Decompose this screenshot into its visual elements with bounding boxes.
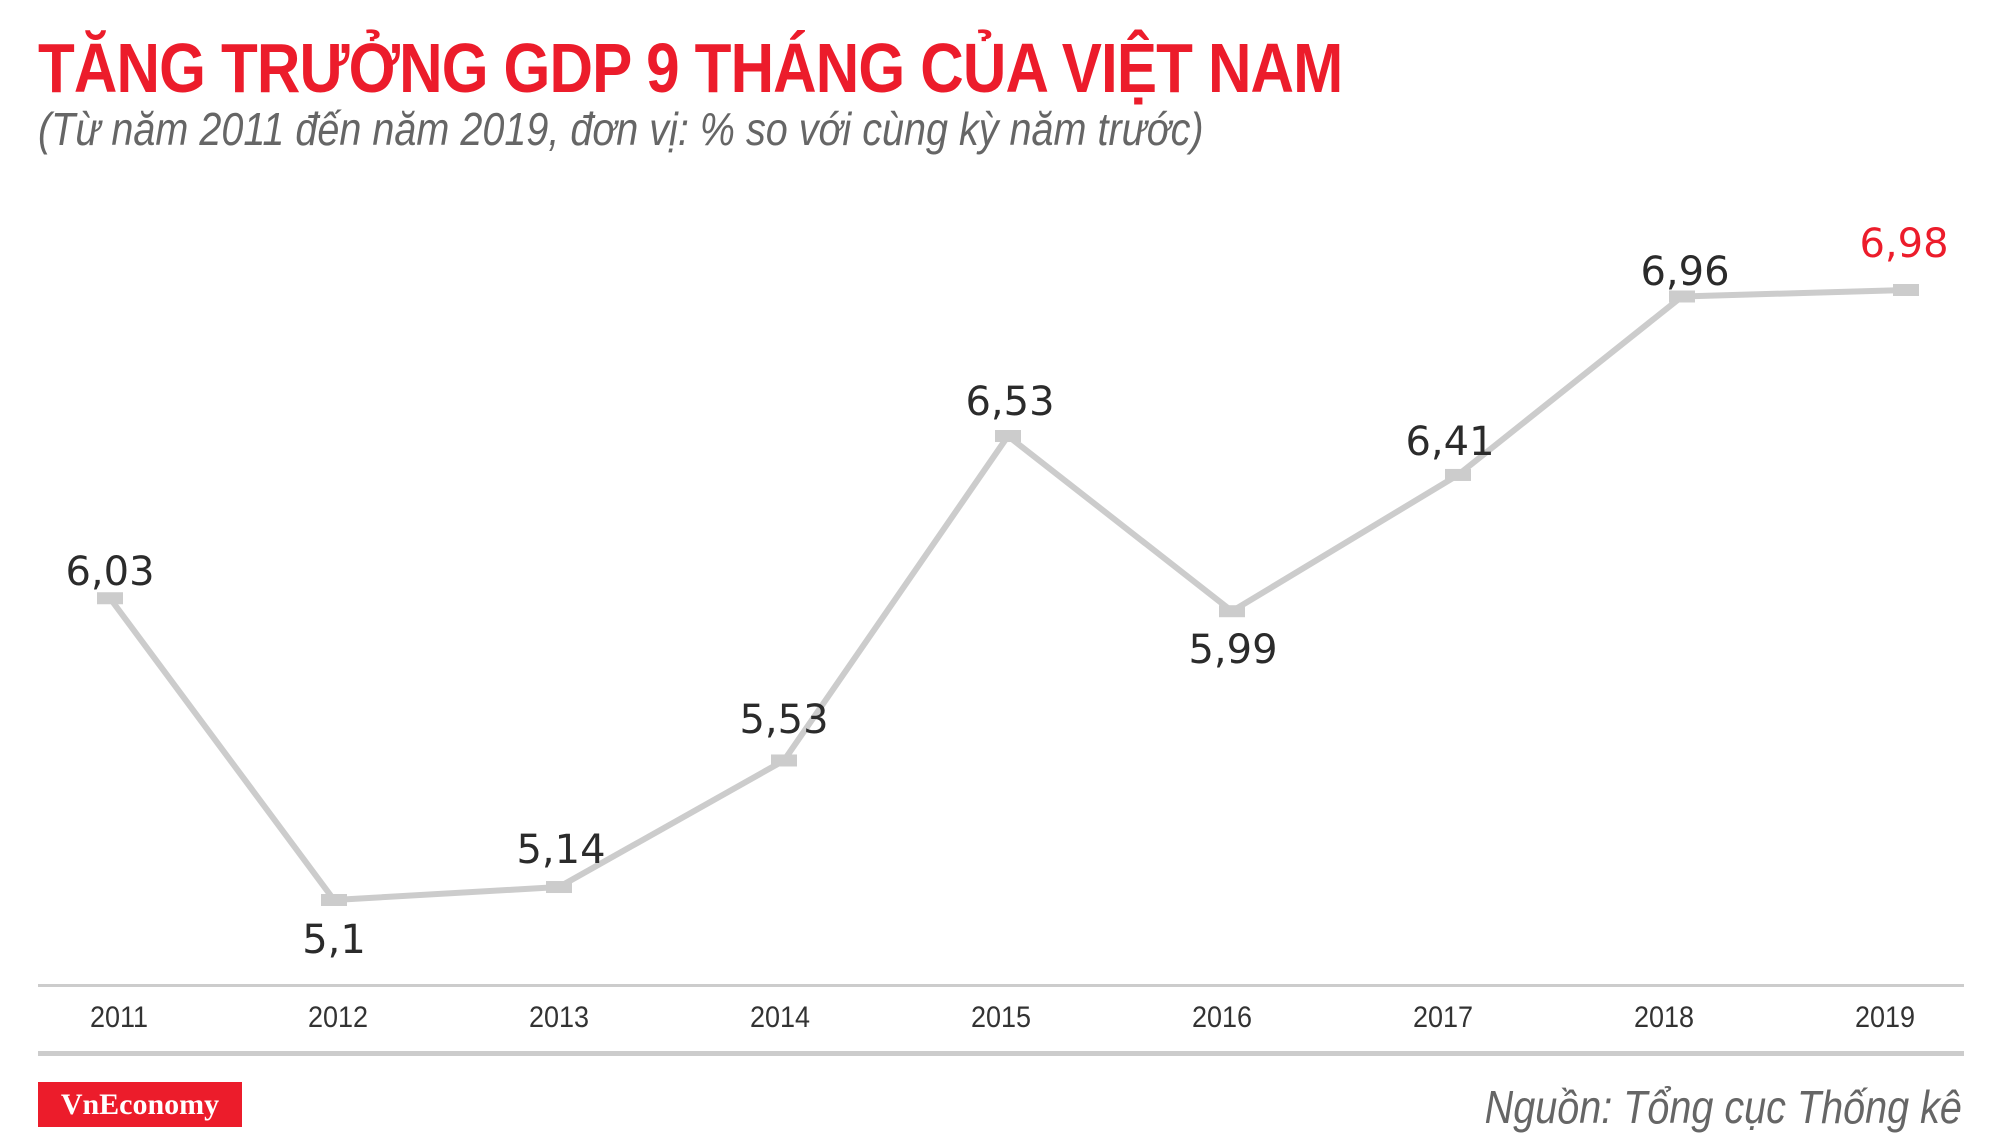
x-tick-2015: 2015 xyxy=(970,1001,1032,1034)
data-markers xyxy=(97,284,1919,906)
value-label-2011: 6,03 xyxy=(65,549,155,595)
chart-subtitle: (Từ năm 2011 đến năm 2019, đơn vị: % so … xyxy=(38,103,1204,155)
source-note: Nguồn: Tổng cục Thống kê xyxy=(1484,1081,1962,1133)
x-tick-2012: 2012 xyxy=(307,1001,369,1034)
data-point-marker-2014 xyxy=(771,754,797,767)
x-axis-top-line xyxy=(38,984,1964,987)
value-label-2017: 6,41 xyxy=(1405,419,1495,465)
data-point-marker-2012 xyxy=(321,894,347,906)
value-label-2019-highlight: 6,98 xyxy=(1859,221,1949,267)
data-point-marker-2016 xyxy=(1219,605,1245,618)
x-tick-2017: 2017 xyxy=(1412,1001,1474,1034)
value-label-2018: 6,96 xyxy=(1640,249,1730,295)
x-tick-2018: 2018 xyxy=(1633,1001,1695,1034)
chart-title: TĂNG TRƯỞNG GDP 9 THÁNG CỦA VIỆT NAM xyxy=(38,29,1343,107)
value-label-2014: 5,53 xyxy=(739,697,829,743)
vneconomy-logo: VnEconomy xyxy=(38,1082,242,1127)
value-label-2013: 5,14 xyxy=(516,827,606,873)
x-tick-2016: 2016 xyxy=(1191,1001,1253,1034)
x-tick-2019: 2019 xyxy=(1854,1001,1916,1034)
x-axis-bottom-line xyxy=(38,1051,1964,1056)
x-tick-2013: 2013 xyxy=(528,1001,590,1034)
value-label-2015: 6,53 xyxy=(965,379,1055,425)
data-point-marker-2017 xyxy=(1445,468,1471,481)
x-tick-2011: 2011 xyxy=(89,1001,149,1034)
x-tick-2014: 2014 xyxy=(749,1001,811,1034)
value-label-2016: 5,99 xyxy=(1188,627,1278,673)
data-point-marker-2015 xyxy=(995,430,1021,443)
data-point-marker-2019 xyxy=(1893,284,1919,296)
data-point-marker-2011 xyxy=(97,592,123,605)
data-point-marker-2013 xyxy=(546,881,572,894)
value-label-2012: 5,1 xyxy=(302,917,366,963)
data-point-marker-2018 xyxy=(1669,290,1695,303)
